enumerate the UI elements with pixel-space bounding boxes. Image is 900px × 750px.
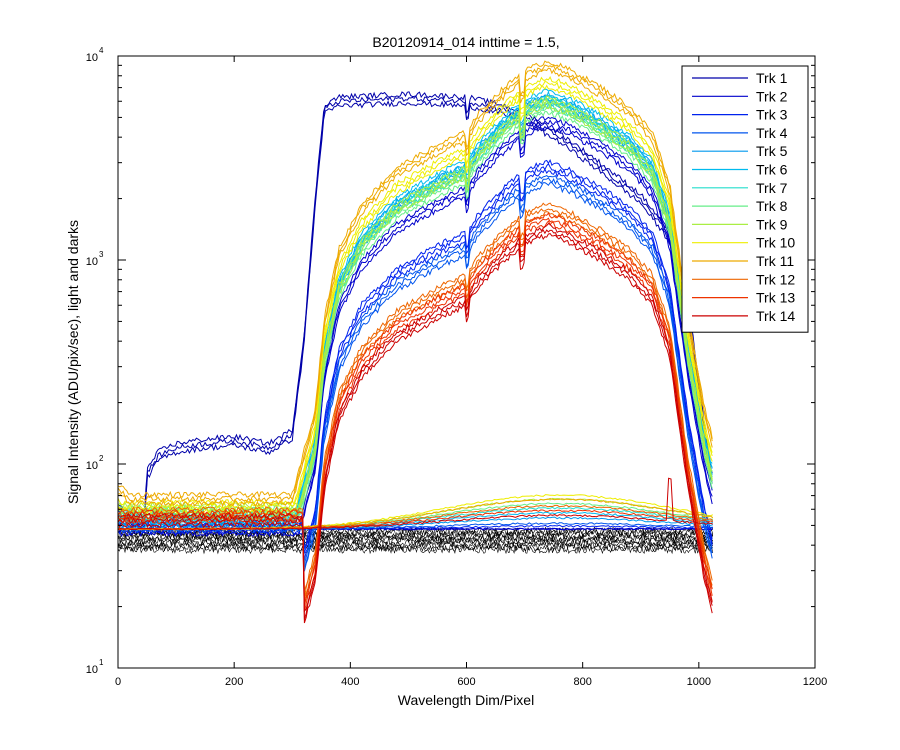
series-line [117, 95, 713, 526]
legend-label: Trk 1 [756, 70, 788, 86]
series-line [117, 202, 713, 591]
series-layer [117, 60, 714, 624]
series-line [117, 233, 713, 624]
x-axis-label: Wavelength Dim/Pixel [398, 692, 534, 708]
y-tick-label-exp: 2 [99, 454, 104, 463]
legend-label: Trk 13 [756, 290, 795, 306]
x-tick-label: 0 [115, 676, 121, 688]
x-tick-label: 1200 [803, 676, 827, 688]
legend-label: Trk 14 [756, 308, 795, 324]
series-line [117, 64, 713, 503]
y-axis-label: Signal Intensity (ADU/pix/sec), light an… [65, 220, 81, 504]
series-line [117, 91, 713, 526]
legend-label: Trk 12 [756, 271, 795, 287]
legend-label: Trk 11 [756, 253, 794, 269]
legend-label: Trk 4 [756, 125, 788, 141]
dark-trace [117, 543, 714, 553]
dark-trace [117, 530, 714, 540]
legend-label: Trk 2 [756, 88, 788, 104]
legend-label: Trk 9 [756, 216, 788, 232]
series-trk-14 [117, 222, 713, 624]
series-line [117, 100, 713, 533]
x-tick-label: 600 [457, 676, 475, 688]
legend-label: Trk 6 [756, 162, 788, 178]
series-line [117, 222, 713, 613]
series-line [117, 80, 713, 510]
series-line [117, 95, 713, 509]
x-axis-ticks: 0 200 400 600 800 1000 1200 [115, 56, 827, 688]
legend: Trk 1 Trk 2 Trk 3 Trk 4 Trk 5 Trk 6 Trk 7 Trk 8… [681, 65, 809, 333]
series-line [117, 229, 713, 620]
legend-label: Trk 7 [756, 180, 788, 196]
y-tick-label-base: 10 [86, 460, 98, 472]
legend-box [681, 65, 809, 333]
x-tick-label: 800 [573, 676, 591, 688]
x-tick-label: 400 [341, 676, 359, 688]
chart-title: B20120914_014 inttime = 1.5, [372, 34, 559, 50]
series-line [117, 181, 713, 572]
dark-traces [117, 526, 714, 555]
y-tick-label-exp: 3 [99, 250, 104, 259]
x-tick-label: 1000 [687, 676, 711, 688]
series-dark-line [117, 477, 713, 531]
y-tick-label-exp: 4 [99, 46, 104, 55]
dark-trace [117, 545, 714, 555]
y-tick-label-exp: 1 [99, 658, 104, 667]
legend-label: Trk 5 [756, 143, 788, 159]
x-tick-label: 200 [225, 676, 243, 688]
series-line [117, 67, 713, 508]
legend-label: Trk 10 [756, 235, 795, 251]
y-tick-label-base: 10 [86, 256, 98, 268]
y-tick-label-base: 10 [86, 664, 98, 676]
y-tick-label-base: 10 [86, 52, 98, 64]
series-line [117, 124, 713, 538]
legend-label: Trk 8 [756, 198, 788, 214]
legend-label: Trk 3 [756, 107, 788, 123]
series-line [117, 60, 713, 499]
series-line [117, 106, 713, 516]
series-line [117, 212, 713, 604]
